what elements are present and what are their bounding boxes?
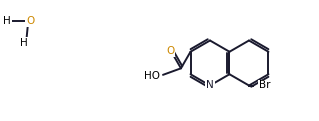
Text: O: O — [166, 46, 174, 56]
Text: H: H — [3, 16, 11, 26]
Text: O: O — [26, 16, 34, 26]
Text: HO: HO — [144, 71, 160, 81]
Text: N: N — [206, 80, 214, 91]
Text: H: H — [20, 38, 28, 48]
Text: Br: Br — [259, 80, 271, 91]
